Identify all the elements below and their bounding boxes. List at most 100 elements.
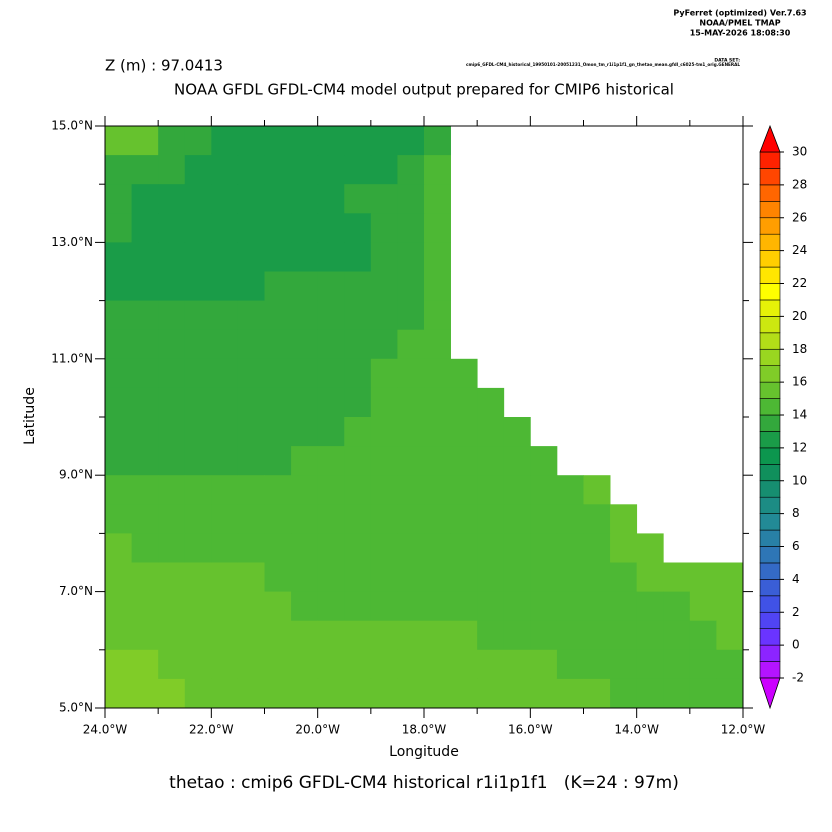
cell <box>344 155 372 185</box>
cell <box>397 271 425 301</box>
cell <box>663 591 691 622</box>
colorbar-band <box>759 266 781 284</box>
cell <box>264 678 292 709</box>
colorbar-tick-label: 6 <box>792 539 800 553</box>
cell <box>583 591 611 622</box>
cell <box>397 329 425 360</box>
colorbar-band <box>759 316 781 334</box>
cell <box>184 329 212 360</box>
cell <box>530 678 558 709</box>
x-tick-label: 18.0°W <box>402 723 447 737</box>
cell <box>184 155 212 185</box>
cell <box>237 300 265 331</box>
cell <box>450 417 478 447</box>
header-line: PyFerret (optimized) Ver.7.63 <box>673 9 806 18</box>
cell <box>530 446 558 476</box>
y-tick-label: 9.0°N <box>59 468 93 482</box>
cell <box>370 155 398 185</box>
cell <box>264 184 292 214</box>
cell <box>370 446 398 476</box>
cell <box>158 358 186 389</box>
cell <box>610 620 638 651</box>
cell <box>105 387 132 418</box>
cell <box>211 242 239 272</box>
cell <box>184 387 212 418</box>
footer: thetao : cmip6 GFDL-CM4 historical r1i1p… <box>169 773 679 793</box>
cell <box>397 475 425 505</box>
cell <box>158 649 186 680</box>
cell <box>317 387 345 418</box>
cell <box>370 300 398 331</box>
cell <box>291 155 319 185</box>
cell <box>105 184 132 214</box>
cell <box>105 417 132 447</box>
cell <box>158 300 186 331</box>
cell <box>237 271 265 301</box>
cell <box>530 504 558 534</box>
y-tick-label: 11.0°N <box>51 351 93 365</box>
cell <box>237 155 265 185</box>
cell <box>370 329 398 360</box>
x-tick-label: 22.0°W <box>189 723 234 737</box>
cell <box>317 126 345 156</box>
cell <box>131 126 159 156</box>
cell <box>397 417 425 447</box>
cell <box>184 358 212 389</box>
cell <box>424 678 451 709</box>
axes: 24.0°W 22.0°W 20.0°W 18.0°W 16.0°W 14.0°W 12.0… <box>51 116 765 737</box>
colorbar-tick-label: 12 <box>792 440 807 454</box>
cell <box>211 620 239 651</box>
cell <box>397 446 425 476</box>
cell <box>663 562 691 592</box>
cell <box>530 620 558 651</box>
cell <box>530 591 558 622</box>
cell <box>105 300 132 331</box>
cell <box>344 300 372 331</box>
cell <box>397 533 425 563</box>
colorbar-tick-label: 30 <box>792 145 807 159</box>
colorbar-tick-label: 0 <box>792 638 800 652</box>
cell <box>583 649 611 680</box>
cell <box>477 562 505 592</box>
cell <box>317 417 345 447</box>
cell <box>530 475 558 505</box>
cell <box>105 242 132 272</box>
colorbar-tick-label: 16 <box>792 375 807 389</box>
cell <box>450 533 478 563</box>
cell <box>105 358 132 389</box>
cell <box>184 126 212 156</box>
cell <box>184 504 212 534</box>
cell <box>105 533 132 563</box>
cell <box>610 533 638 563</box>
cell <box>291 504 319 534</box>
header-line: NOAA/PMEL TMAP <box>699 19 780 28</box>
cell <box>450 591 478 622</box>
colorbar-band <box>759 250 781 268</box>
cell <box>291 620 319 651</box>
cell <box>397 649 425 680</box>
cell <box>184 533 212 563</box>
cell <box>424 620 451 651</box>
cell <box>424 446 451 476</box>
cell <box>105 649 132 680</box>
cell <box>370 591 398 622</box>
cell <box>211 329 239 360</box>
cell <box>105 329 132 360</box>
cell <box>211 475 239 505</box>
cell <box>131 300 159 331</box>
cell <box>184 184 212 214</box>
cell <box>370 649 398 680</box>
cell <box>291 300 319 331</box>
cell <box>131 213 159 243</box>
cell <box>689 649 717 680</box>
cell <box>264 591 292 622</box>
cell <box>264 126 292 156</box>
cell <box>184 649 212 680</box>
colorbar-band <box>759 168 781 186</box>
cell <box>503 446 531 476</box>
cell <box>237 417 265 447</box>
colorbar-band <box>759 184 781 202</box>
cell <box>583 533 611 563</box>
cell <box>344 213 372 243</box>
cell <box>291 678 319 709</box>
